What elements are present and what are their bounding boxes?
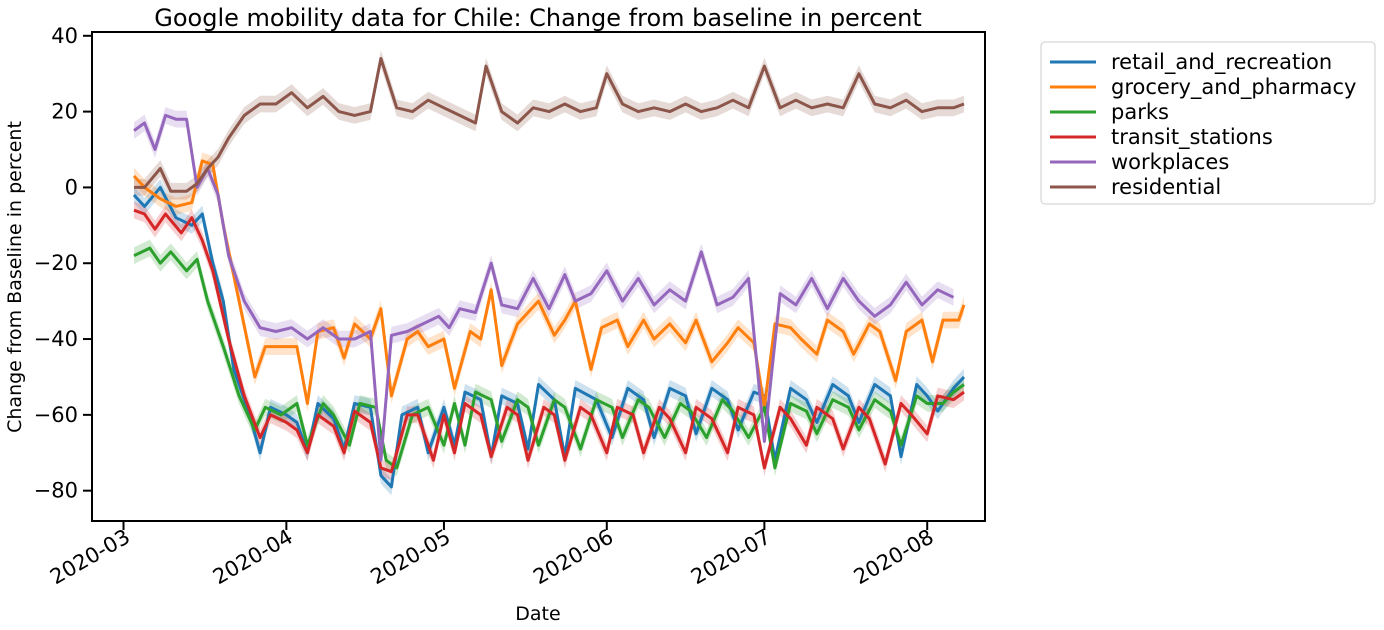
x-tick-label: 2020-05	[366, 525, 454, 590]
confidence-bands	[134, 50, 964, 496]
y-axis: 40 20 0 −20 −40 −60 −80	[34, 24, 92, 503]
y-axis-label: Change from Baseline in percent	[4, 121, 26, 433]
y-tick-label: −40	[34, 327, 78, 351]
legend-label-residential: residential	[1111, 175, 1221, 199]
legend-label-retail-and-recreation: retail_and_recreation	[1111, 50, 1332, 75]
band-parks	[134, 239, 964, 477]
plot-frame	[91, 31, 986, 522]
x-axis: 2020-03 2020-04 2020-05 2020-06 2020-07 2020-…	[46, 521, 938, 589]
line-workplaces	[133, 113, 955, 462]
legend-label-transit-stations: transit_stations	[1111, 125, 1273, 150]
line-transit-stations	[133, 208, 965, 474]
y-tick-label: 20	[51, 100, 78, 124]
legend-label-workplaces: workplaces	[1111, 150, 1229, 174]
chart-title: Google mobility data for Chile: Change f…	[154, 4, 921, 32]
x-tick-label: 2020-07	[687, 525, 775, 590]
line-grocery-and-pharmacy	[132, 159, 966, 409]
x-tick-label: 2020-03	[46, 525, 134, 590]
x-axis-label: Date	[515, 603, 560, 625]
y-tick-label: 40	[51, 24, 78, 48]
y-tick-label: −20	[34, 251, 78, 275]
y-tick-label: 0	[65, 175, 78, 199]
line-residential	[134, 57, 965, 193]
y-tick-label: −60	[34, 403, 78, 427]
band-residential	[134, 50, 964, 200]
x-tick-label: 2020-06	[529, 525, 617, 590]
x-tick-label: 2020-04	[209, 525, 297, 590]
series-lines	[132, 57, 966, 489]
legend: retail_and_recreationgrocery_and_pharmac…	[1040, 41, 1376, 205]
y-tick-label: −80	[34, 479, 78, 503]
legend-box	[1040, 41, 1376, 205]
line-parks	[133, 246, 965, 470]
legend-label-parks: parks	[1111, 100, 1169, 124]
legend-label-grocery-and-pharmacy: grocery_and_pharmacy	[1111, 75, 1356, 100]
x-tick-label: 2020-08	[850, 525, 938, 590]
